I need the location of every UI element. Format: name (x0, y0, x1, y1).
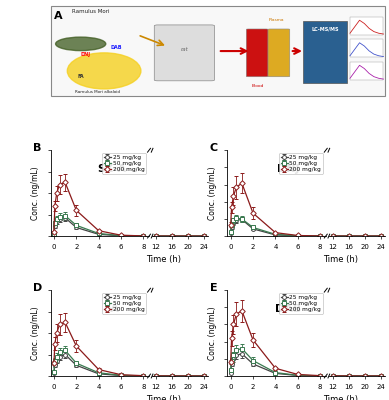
Text: A: A (54, 10, 63, 20)
Bar (350, 17, 384, 35)
Text: DAB: DAB (275, 304, 301, 314)
Text: DNJ: DNJ (277, 164, 300, 174)
Legend: 25 mg/kg, 50 mg/kg, 200 mg/kg: 25 mg/kg, 50 mg/kg, 200 mg/kg (102, 153, 146, 174)
Y-axis label: Conc. (ng/mL): Conc. (ng/mL) (208, 166, 217, 220)
Text: Time (h): Time (h) (146, 255, 181, 264)
Text: FA: FA (104, 304, 119, 314)
Text: Blood: Blood (251, 84, 263, 88)
Legend: 25 mg/kg, 50 mg/kg, 200 mg/kg: 25 mg/kg, 50 mg/kg, 200 mg/kg (102, 293, 146, 314)
Text: B: B (33, 143, 41, 153)
Text: Time (h): Time (h) (323, 255, 358, 264)
Y-axis label: Conc. (ng/mL): Conc. (ng/mL) (31, 306, 40, 360)
FancyBboxPatch shape (51, 6, 385, 96)
Text: Ramulus Mori: Ramulus Mori (72, 9, 109, 14)
Text: Time (h): Time (h) (146, 395, 181, 400)
Text: D: D (33, 283, 42, 293)
Text: Ramulus Mori alkaloid: Ramulus Mori alkaloid (75, 90, 120, 94)
Text: C: C (210, 143, 218, 153)
Text: DNJ: DNJ (81, 52, 91, 56)
Bar (350, 62, 384, 80)
Legend: 25 mg/kg, 50 mg/kg, 200 mg/kg: 25 mg/kg, 50 mg/kg, 200 mg/kg (279, 153, 323, 174)
Text: LC-MS/MS: LC-MS/MS (311, 26, 339, 31)
Text: Time (h): Time (h) (323, 395, 358, 400)
Text: rat: rat (180, 47, 188, 52)
Text: Plasma: Plasma (269, 18, 284, 22)
Bar (350, 39, 384, 57)
FancyBboxPatch shape (154, 25, 214, 81)
FancyBboxPatch shape (268, 29, 290, 77)
Text: E: E (210, 283, 217, 293)
Legend: 25 mg/kg, 50 mg/kg, 200 mg/kg: 25 mg/kg, 50 mg/kg, 200 mg/kg (279, 293, 323, 314)
FancyBboxPatch shape (303, 21, 347, 83)
FancyBboxPatch shape (246, 29, 268, 77)
Y-axis label: Conc. (ng/mL): Conc. (ng/mL) (208, 306, 217, 360)
Y-axis label: Conc. (ng/mL): Conc. (ng/mL) (31, 166, 40, 220)
Text: SZ-A: SZ-A (97, 164, 126, 174)
Text: FA: FA (77, 74, 84, 79)
Text: DAB: DAB (111, 45, 122, 50)
Circle shape (56, 37, 106, 51)
Ellipse shape (67, 53, 141, 89)
